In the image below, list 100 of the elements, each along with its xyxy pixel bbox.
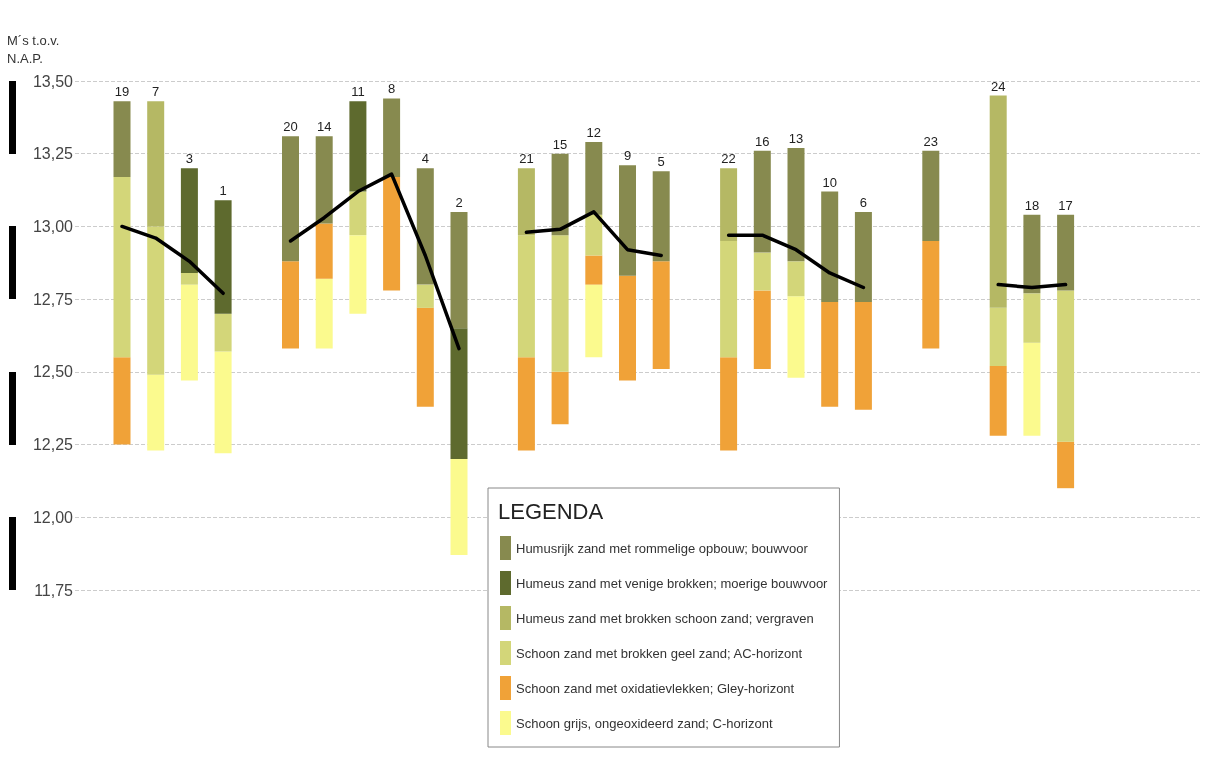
x-tick-label: 8 (387, 81, 396, 97)
bar (551, 153, 569, 236)
bar (652, 261, 670, 369)
x-tick-label: 12 (586, 125, 602, 141)
x-tick-label: 14 (316, 119, 332, 135)
x-tick-label: 2 (455, 194, 463, 210)
bar (922, 240, 940, 349)
bar (585, 284, 603, 358)
bar (787, 296, 805, 378)
bar (383, 176, 401, 291)
bar (585, 255, 603, 285)
bar (1057, 214, 1075, 291)
bar (315, 223, 333, 279)
bar (214, 200, 232, 314)
bar (517, 168, 535, 236)
bar (551, 371, 569, 425)
bar (349, 101, 367, 192)
y-tick-label: 12,00 (32, 508, 74, 526)
bar (753, 252, 771, 291)
bar (113, 101, 131, 177)
bar (450, 459, 468, 556)
bar (585, 142, 603, 215)
bar (517, 235, 535, 358)
x-tick-label: 18 (1024, 197, 1040, 213)
x-tick-label: 10 (822, 174, 837, 190)
bar (989, 307, 1007, 367)
bar (585, 214, 603, 256)
bar (854, 302, 872, 410)
bar (1057, 290, 1075, 442)
legend-label: Schoon zand met brokken geel zand; AC-horizont (516, 645, 803, 661)
bar (282, 136, 299, 262)
bar (517, 357, 535, 451)
x-tick-label: 3 (185, 151, 194, 167)
bar (180, 284, 198, 381)
y-tick-label: 13,50 (32, 72, 74, 90)
bar (551, 235, 569, 372)
x-tick-label: 16 (755, 133, 770, 149)
legend-label: Schoon grijs, ongeoxideerd zand; C-horizont (516, 715, 773, 731)
y-tick-label: 12,50 (32, 363, 74, 381)
x-tick-label: 13 (788, 130, 804, 146)
legend-label: Humeus zand met venige brokken; moerige bouwvoor (516, 575, 829, 591)
bar (787, 147, 805, 262)
x-tick-label: 6 (859, 194, 868, 210)
bar (1023, 342, 1041, 436)
x-tick-label: 21 (519, 151, 534, 167)
bar (450, 328, 468, 460)
x-tick-label: 20 (283, 119, 298, 135)
x-tick-label: 23 (923, 133, 939, 149)
x-tick-label: 17 (1058, 197, 1073, 213)
bar (652, 171, 670, 262)
legend-label: Humusrijk zand met rommelige opbouw; bouwvoor (516, 540, 809, 556)
bar (1023, 293, 1041, 343)
bar (315, 136, 333, 224)
y-tick-label: 12,75 (32, 290, 74, 308)
bar (619, 275, 636, 381)
bar (147, 226, 165, 375)
y-tick-label: 12,25 (32, 436, 74, 454)
y-tick-label: 11,75 (34, 581, 74, 599)
bar (619, 165, 636, 276)
x-tick-label: 15 (552, 136, 568, 152)
x-tick-label: 7 (152, 84, 160, 100)
bar (854, 211, 872, 303)
bar (147, 101, 165, 227)
x-tick-label: 11 (351, 84, 365, 100)
legend-title: LEGENDA (498, 498, 604, 524)
bar (180, 168, 198, 273)
bar (753, 150, 771, 253)
bar (989, 366, 1007, 436)
bar (214, 351, 232, 454)
x-tick-label: 9 (623, 148, 632, 164)
y-tick-label: 13,25 (32, 145, 74, 163)
bar (989, 95, 1007, 308)
x-tick-label: 5 (657, 154, 665, 170)
bar (416, 284, 434, 308)
bar (753, 290, 771, 369)
bar (214, 313, 232, 352)
bar (1057, 441, 1075, 489)
bar (349, 235, 367, 314)
y-tick-label: 13,00 (32, 217, 74, 235)
legend-label: Schoon zand met oxidatievlekken; Gley-horizont (516, 680, 795, 696)
y-axis-title: M´s t.o.v. N.A.P. (7, 32, 60, 66)
bar (787, 261, 805, 297)
bar (180, 272, 198, 285)
bar (720, 168, 738, 241)
bar (113, 357, 131, 445)
x-tick-label: 24 (990, 78, 1006, 94)
legend-label: Humeus zand met brokken schoon zand; vergraven (516, 610, 814, 626)
bar (416, 168, 434, 285)
bar (349, 191, 367, 236)
x-tick-label: 19 (114, 84, 130, 100)
bar (315, 278, 333, 349)
x-tick-label: 22 (721, 151, 736, 167)
bar (720, 357, 738, 451)
bar (922, 150, 940, 241)
x-tick-label: 4 (421, 151, 429, 167)
bar (383, 98, 401, 177)
bar (416, 307, 434, 407)
bar (282, 261, 299, 349)
bar (1023, 214, 1041, 294)
bar (113, 176, 131, 358)
